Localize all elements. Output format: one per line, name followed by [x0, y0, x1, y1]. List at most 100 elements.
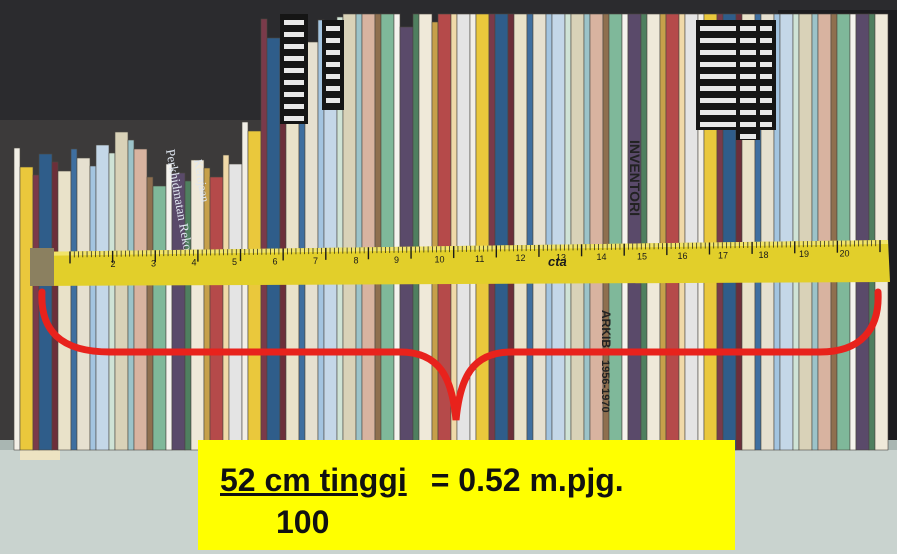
book-spine: [545, 13, 553, 451]
book-spine: [241, 121, 249, 451]
tape-tick-label: 8: [354, 255, 359, 265]
tape-brand: cta: [548, 254, 567, 269]
book-spine: [222, 154, 230, 451]
binder-comb-slot: [740, 86, 756, 91]
book-spine: [836, 13, 851, 451]
spine-label-right-1: INVENTORI: [627, 140, 643, 216]
book-spine: [70, 148, 78, 451]
book-spines: [13, 13, 889, 451]
tape-tick-label: 11: [475, 254, 484, 264]
book-spine: [266, 37, 281, 451]
book-spine: [152, 185, 167, 451]
tape-tick-label: 19: [799, 249, 809, 259]
book-spine: [76, 157, 91, 451]
book-spine: [114, 131, 129, 451]
binder-comb-slot: [284, 44, 304, 49]
measuring-tape: 2 3 4 5 6 7 8 9 10 11 12 13 14 15 16 17 18 19 20 cta: [30, 240, 890, 286]
book-spine: [551, 13, 566, 451]
measurement-caption: 52 cm tinggi = 0.52 m.pjg. 100: [198, 440, 735, 550]
book-spine: [665, 13, 680, 451]
book-spine: [146, 176, 154, 451]
book-spine: [855, 13, 870, 451]
book-spine: [203, 167, 211, 451]
tape-tick-label: 3: [151, 258, 156, 268]
binder-comb-slot: [326, 86, 340, 91]
binder-comb-slot: [740, 110, 756, 115]
tape-tick-label: 7: [313, 256, 318, 266]
book-spine: [399, 26, 414, 451]
binder-comb-slot: [740, 122, 756, 127]
book-spine: [640, 13, 648, 451]
book-spine: [13, 147, 21, 451]
book-spine: [488, 13, 496, 451]
book-spine: [469, 13, 477, 451]
book-spine: [19, 166, 34, 451]
binder-comb-slot: [284, 68, 304, 73]
book-spine: [51, 161, 59, 451]
tape-tick-label: 12: [516, 253, 526, 263]
book-spine: [868, 13, 876, 451]
book-spine: [621, 13, 629, 451]
tape-tick-label: 5: [232, 257, 237, 267]
tape-tick-label: 18: [759, 250, 769, 260]
tape-tick-label: 17: [718, 250, 728, 260]
book-spine: [475, 13, 490, 451]
book-spine: [627, 13, 642, 451]
caption-denominator: 100: [276, 504, 330, 540]
book-spine: [108, 152, 116, 451]
book-spine: [165, 163, 173, 451]
tape-tick-label: 10: [435, 254, 445, 264]
binder-comb-slot: [740, 98, 756, 103]
binder-comb-slot: [284, 92, 304, 97]
book-spine: [494, 13, 509, 451]
book-spine: [817, 13, 832, 451]
binder-combs: [280, 14, 776, 140]
book-spine: [583, 13, 591, 451]
book-spine: [209, 176, 224, 451]
book-spine: [412, 13, 420, 451]
binder-comb-slot: [740, 26, 756, 31]
book-spine: [532, 13, 547, 451]
book-spine: [133, 148, 148, 451]
binder-comb-slot: [326, 38, 340, 43]
book-spine: [374, 13, 382, 451]
book-spine: [811, 13, 819, 451]
tape-tick-label: 15: [637, 252, 647, 262]
book-spine: [247, 130, 262, 451]
book-spine: [393, 13, 401, 451]
caption-numerator: 52 cm tinggi: [220, 462, 407, 498]
binder-comb-slot: [740, 62, 756, 67]
tape-tick-label: 2: [111, 259, 116, 269]
tape-hook: [30, 248, 54, 286]
spine-label-right-3: 1956-1970: [599, 360, 611, 413]
book-spine: [792, 13, 800, 451]
binder-comb-slot: [326, 26, 340, 31]
tape-tick-label: 4: [192, 258, 197, 268]
binder-comb-slot: [326, 50, 340, 55]
book-spine: [798, 13, 813, 451]
book-spine: [418, 13, 433, 451]
book-spine: [646, 13, 661, 451]
book-spine: [260, 18, 268, 451]
book-spine: [32, 174, 40, 451]
binder-comb-slot: [284, 104, 304, 109]
caption-formula-line: 52 cm tinggi = 0.52 m.pjg.: [220, 462, 624, 499]
binder-comb-slot: [284, 20, 304, 25]
book-spine: [849, 13, 857, 451]
red-brace: [38, 288, 882, 421]
tape-tick-label: 16: [678, 251, 688, 261]
caption-result: = 0.52 m.pjg.: [430, 462, 624, 498]
book-spine: [127, 139, 135, 451]
tape-tick-label: 13: [556, 253, 566, 263]
tape-tick-label: 6: [273, 257, 278, 267]
book-spine: [659, 13, 667, 451]
book-spine: [874, 13, 889, 451]
book-spine: [89, 165, 97, 451]
book-spine: [228, 163, 243, 451]
book-spine: [57, 170, 72, 451]
book-spine: [355, 13, 363, 451]
binder-comb-slot: [740, 38, 756, 43]
binder-comb-slot: [740, 74, 756, 79]
spine-label-right-2: ARKIB: [599, 310, 613, 348]
